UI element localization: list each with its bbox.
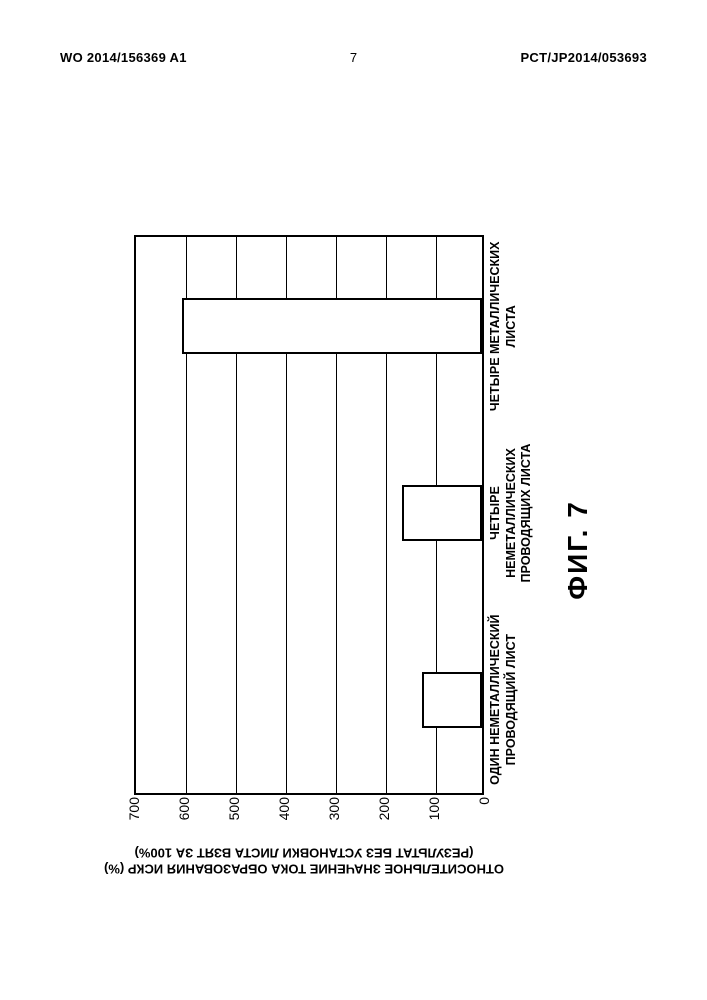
bar — [402, 485, 482, 541]
plot-area: ОДИН НЕМЕТАЛЛИЧЕСКИЙПРОВОДЯЩИЙ ЛИСТЧЕТЫР… — [134, 235, 484, 795]
y-tick-label: 400 — [276, 797, 292, 867]
x-tick-label: ЧЕТЫРЕ МЕТАЛЛИЧЕСКИХ ЛИСТА — [488, 236, 519, 416]
x-tick-label-line2: ПРОВОДЯЩИХ ЛИСТА — [519, 444, 533, 583]
x-tick-label-line1: ЧЕТЫРЕ МЕТАЛЛИЧЕСКИХ ЛИСТА — [488, 242, 518, 412]
y-tick-label: 500 — [226, 797, 242, 867]
y-tick-label: 200 — [376, 797, 392, 867]
header-page-number: 7 — [350, 50, 358, 65]
y-tick-label: 700 — [126, 797, 142, 867]
y-axis-label: ОТНОСИТЕЛЬНОЕ ЗНАЧЕНИЕ ТОКА ОБРАЗОВАНИЯ … — [104, 844, 504, 877]
y-tick-label: 300 — [326, 797, 342, 867]
figure-caption: ФИГ. 7 — [562, 500, 594, 600]
header-left: WO 2014/156369 A1 — [60, 50, 187, 65]
x-tick-label-line2: ПРОВОДЯЩИЙ ЛИСТ — [503, 634, 517, 765]
x-tick-label: ОДИН НЕМЕТАЛЛИЧЕСКИЙПРОВОДЯЩИЙ ЛИСТ — [488, 610, 519, 790]
y-axis-label-line1: ОТНОСИТЕЛЬНОЕ ЗНАЧЕНИЕ ТОКА ОБРАЗОВАНИЯ … — [104, 861, 504, 876]
bar-chart: ОТНОСИТЕЛЬНОЕ ЗНАЧЕНИЕ ТОКА ОБРАЗОВАНИЯ … — [124, 225, 584, 875]
x-tick-label-line1: ЧЕТЫРЕ НЕМЕТАЛЛИЧЕСКИХ — [488, 448, 518, 578]
bar — [422, 672, 482, 728]
y-tick-label: 100 — [426, 797, 442, 867]
y-tick-label: 600 — [176, 797, 192, 867]
y-tick-label: 0 — [476, 797, 492, 867]
figure-7: ОТНОСИТЕЛЬНОЕ ЗНАЧЕНИЕ ТОКА ОБРАЗОВАНИЯ … — [124, 225, 584, 875]
x-tick-label-line1: ОДИН НЕМЕТАЛЛИЧЕСКИЙ — [488, 614, 502, 784]
x-tick-label: ЧЕТЫРЕ НЕМЕТАЛЛИЧЕСКИХПРОВОДЯЩИХ ЛИСТА — [488, 423, 535, 603]
bar — [182, 298, 482, 354]
header-right: PCT/JP2014/053693 — [520, 50, 647, 65]
